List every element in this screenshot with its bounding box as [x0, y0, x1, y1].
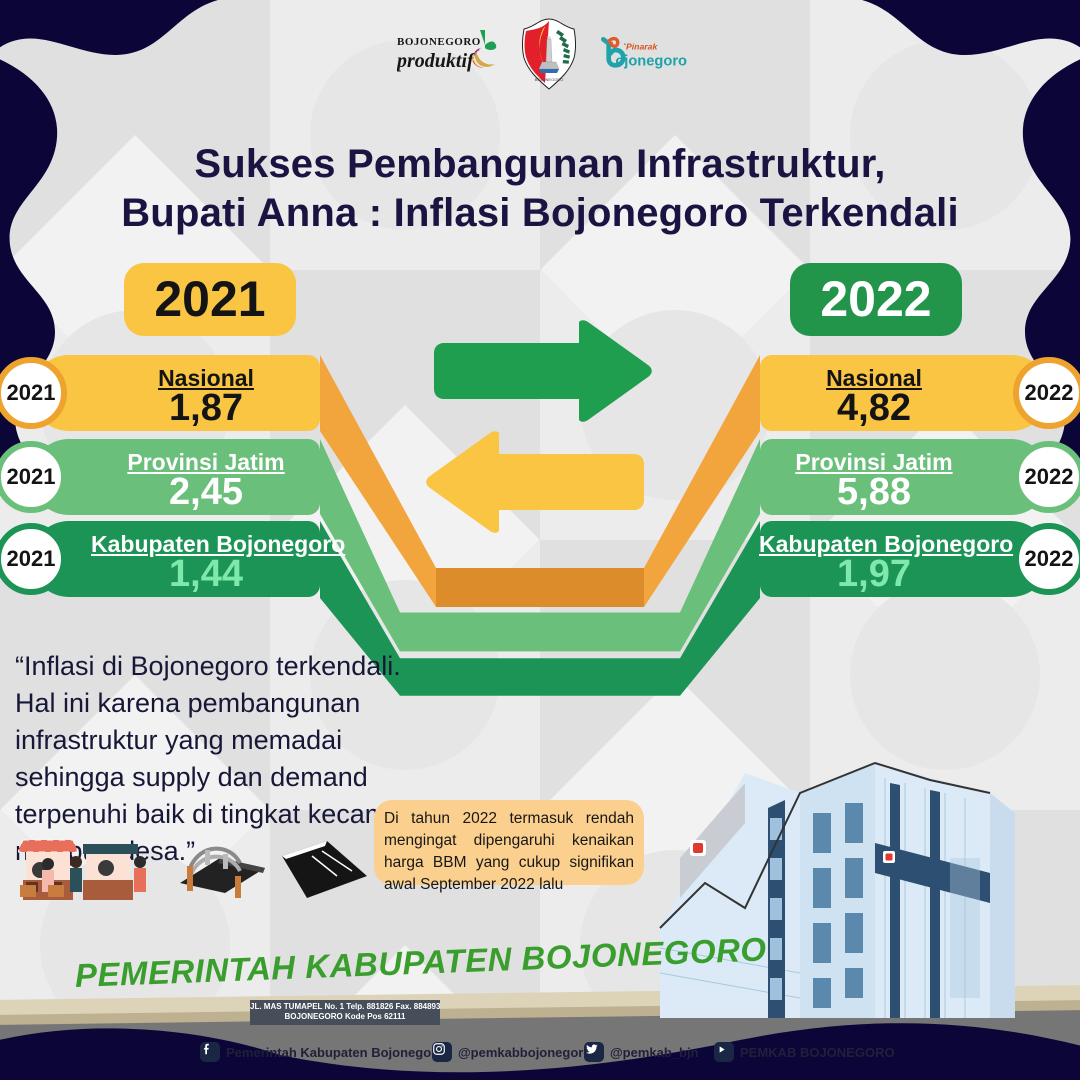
svg-text:BOJONEGORO: BOJONEGORO	[397, 36, 481, 48]
svg-text:produktif: produktif	[397, 50, 476, 72]
svg-text:Pinarak: Pinarak	[626, 41, 658, 51]
svg-text:BOJONEGORO: BOJONEGORO	[535, 77, 564, 82]
svg-text:ojonegoro: ojonegoro	[615, 53, 687, 69]
